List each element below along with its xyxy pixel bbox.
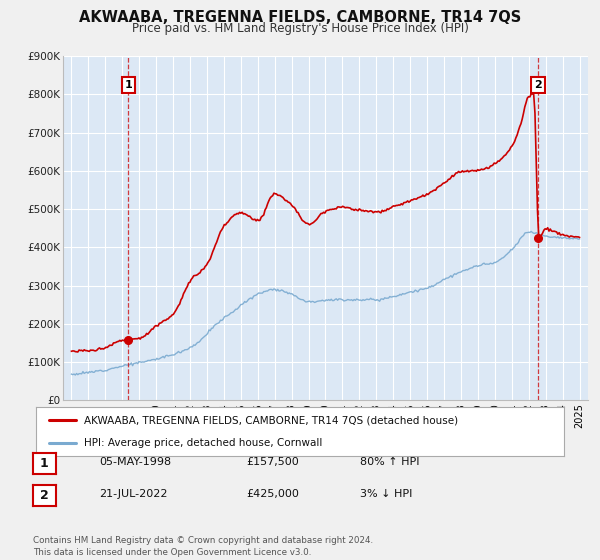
- Text: 21-JUL-2022: 21-JUL-2022: [99, 489, 167, 499]
- Text: HPI: Average price, detached house, Cornwall: HPI: Average price, detached house, Corn…: [83, 438, 322, 448]
- Text: £425,000: £425,000: [246, 489, 299, 499]
- Text: 05-MAY-1998: 05-MAY-1998: [99, 457, 171, 467]
- Text: AKWAABA, TREGENNA FIELDS, CAMBORNE, TR14 7QS: AKWAABA, TREGENNA FIELDS, CAMBORNE, TR14…: [79, 10, 521, 25]
- Text: Price paid vs. HM Land Registry's House Price Index (HPI): Price paid vs. HM Land Registry's House …: [131, 22, 469, 35]
- Text: 1: 1: [124, 80, 132, 90]
- Text: AKWAABA, TREGENNA FIELDS, CAMBORNE, TR14 7QS (detached house): AKWAABA, TREGENNA FIELDS, CAMBORNE, TR14…: [83, 416, 458, 426]
- Text: 1: 1: [40, 457, 49, 470]
- Text: Contains HM Land Registry data © Crown copyright and database right 2024.
This d: Contains HM Land Registry data © Crown c…: [33, 536, 373, 557]
- Text: £157,500: £157,500: [246, 457, 299, 467]
- Text: 2: 2: [534, 80, 542, 90]
- Text: 3% ↓ HPI: 3% ↓ HPI: [360, 489, 412, 499]
- Text: 2: 2: [40, 489, 49, 502]
- Text: 80% ↑ HPI: 80% ↑ HPI: [360, 457, 419, 467]
